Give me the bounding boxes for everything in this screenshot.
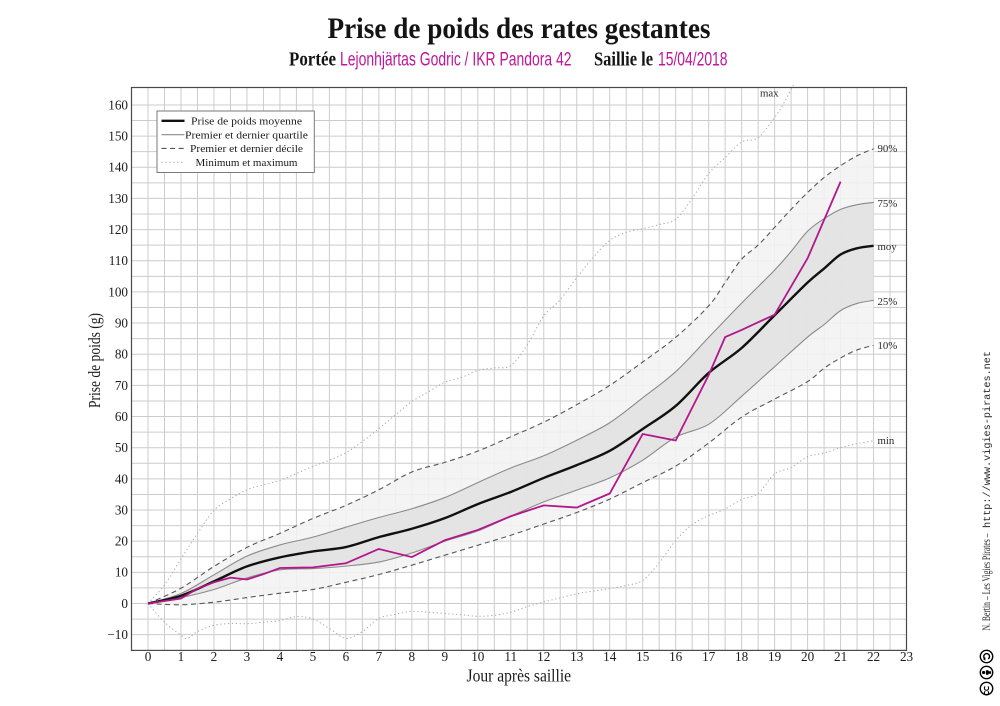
svg-text:9: 9 bbox=[442, 649, 449, 664]
svg-text:130: 130 bbox=[108, 191, 128, 206]
svg-text:150: 150 bbox=[108, 129, 128, 144]
svg-text:Premier et dernier quartile: Premier et dernier quartile bbox=[185, 129, 308, 141]
svg-text:13: 13 bbox=[570, 649, 584, 664]
svg-text:20: 20 bbox=[801, 649, 815, 664]
svg-text:http://www.vigies-pirates.net: http://www.vigies-pirates.net bbox=[982, 351, 994, 528]
svg-text:15/04/2018: 15/04/2018 bbox=[658, 49, 728, 70]
svg-text:15: 15 bbox=[636, 649, 650, 664]
svg-text:90%: 90% bbox=[878, 143, 898, 155]
svg-text:7: 7 bbox=[376, 649, 383, 664]
svg-text:6: 6 bbox=[343, 649, 350, 664]
svg-text:40: 40 bbox=[115, 471, 129, 486]
svg-text:19: 19 bbox=[768, 649, 782, 664]
svg-text:10%: 10% bbox=[878, 340, 898, 352]
svg-text:moy: moy bbox=[878, 241, 898, 253]
svg-text:70: 70 bbox=[115, 378, 129, 393]
svg-text:Premier et dernier décile: Premier et dernier décile bbox=[190, 143, 303, 155]
svg-text:14: 14 bbox=[603, 649, 617, 664]
svg-text:N. Bertin – Les Vigies Pirates: N. Bertin – Les Vigies Pirates – bbox=[981, 533, 993, 630]
svg-text:max: max bbox=[760, 87, 779, 99]
svg-text:75%: 75% bbox=[878, 198, 898, 210]
svg-text:5: 5 bbox=[310, 649, 317, 664]
svg-text:Lejonhjärtas Godric / IKR Pand: Lejonhjärtas Godric / IKR Pandora 42 bbox=[340, 49, 572, 70]
svg-text:0: 0 bbox=[121, 596, 128, 611]
svg-text:30: 30 bbox=[115, 502, 129, 517]
svg-text:50: 50 bbox=[115, 440, 129, 455]
svg-text:2: 2 bbox=[211, 649, 218, 664]
svg-text:22: 22 bbox=[867, 649, 880, 664]
svg-text:20: 20 bbox=[115, 534, 129, 549]
svg-text:Saillie le: Saillie le bbox=[594, 48, 653, 70]
svg-text:Prise de poids moyenne: Prise de poids moyenne bbox=[191, 116, 302, 128]
svg-text:0: 0 bbox=[145, 649, 152, 664]
svg-text:60: 60 bbox=[115, 409, 129, 424]
svg-text:90: 90 bbox=[115, 315, 129, 330]
svg-text:25%: 25% bbox=[878, 296, 898, 308]
svg-text:100: 100 bbox=[108, 284, 128, 299]
svg-text:12: 12 bbox=[537, 649, 550, 664]
svg-text:min: min bbox=[878, 435, 895, 447]
svg-text:Minimum et maximum: Minimum et maximum bbox=[196, 157, 298, 169]
svg-text:4: 4 bbox=[277, 649, 284, 664]
svg-text:110: 110 bbox=[109, 253, 129, 268]
svg-text:−10: −10 bbox=[107, 627, 128, 642]
svg-text:140: 140 bbox=[108, 160, 128, 175]
svg-text:Prise de poids (g): Prise de poids (g) bbox=[85, 313, 104, 408]
svg-text:Prise de poids des rates gesta: Prise de poids des rates gestantes bbox=[328, 12, 711, 45]
svg-text:160: 160 bbox=[108, 97, 128, 112]
svg-text:3: 3 bbox=[244, 649, 251, 664]
svg-text:Portée: Portée bbox=[289, 48, 336, 70]
svg-text:Jour après saillie: Jour après saillie bbox=[467, 665, 572, 685]
svg-text:120: 120 bbox=[108, 222, 128, 237]
svg-text:11: 11 bbox=[504, 649, 517, 664]
svg-text:18: 18 bbox=[735, 649, 749, 664]
svg-text:17: 17 bbox=[702, 649, 716, 664]
svg-text:16: 16 bbox=[669, 649, 683, 664]
svg-text:10: 10 bbox=[115, 565, 129, 580]
svg-text:8: 8 bbox=[409, 649, 416, 664]
svg-text:80: 80 bbox=[115, 347, 129, 362]
svg-text:21: 21 bbox=[834, 649, 847, 664]
svg-text:1: 1 bbox=[178, 649, 185, 664]
svg-text:23: 23 bbox=[900, 649, 914, 664]
svg-text:10: 10 bbox=[471, 649, 485, 664]
